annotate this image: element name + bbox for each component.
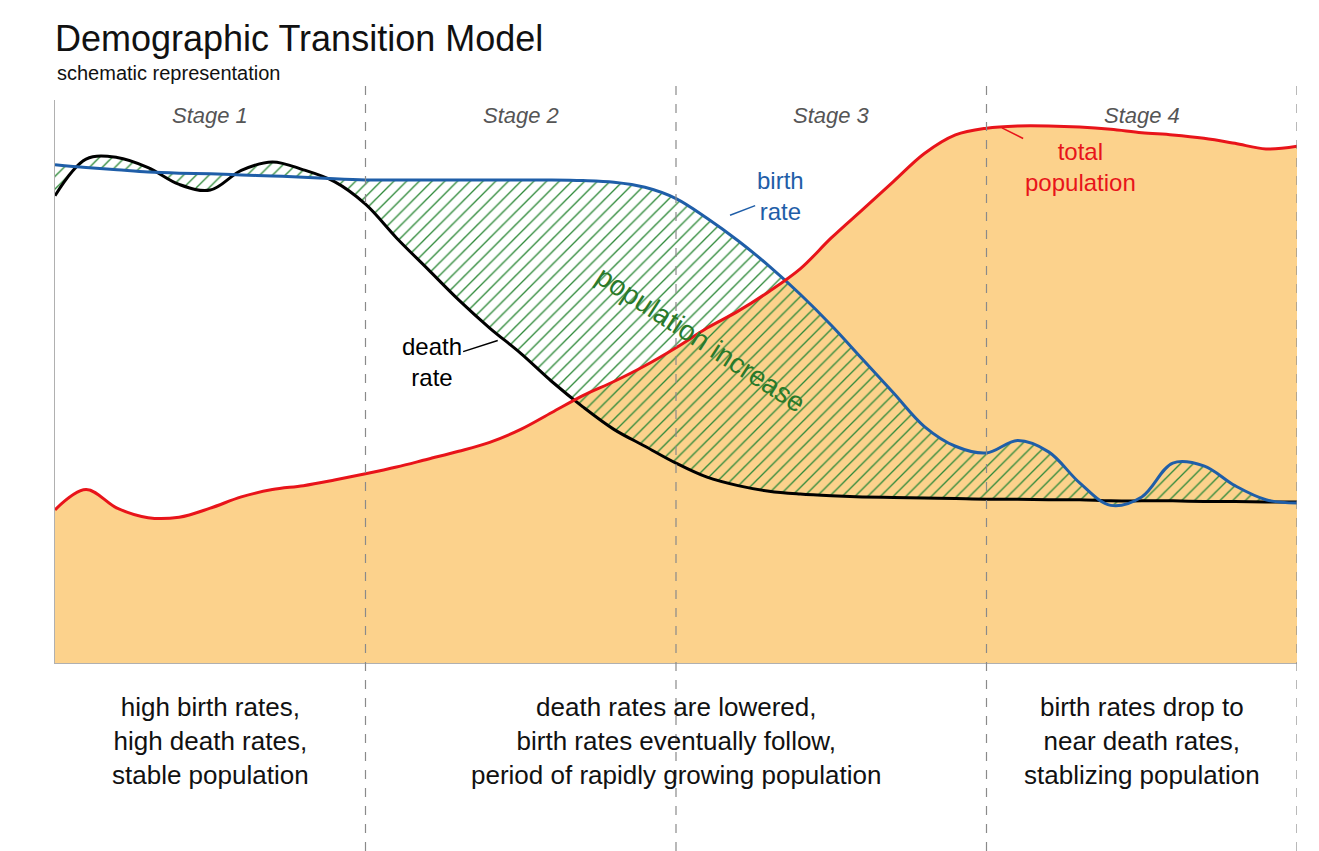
svg-text:birth rates drop tonear death: birth rates drop tonear death rates,stab…	[1024, 692, 1260, 790]
svg-text:death rates are lowered,birth: death rates are lowered,birth rates even…	[471, 692, 882, 790]
svg-text:totalpopulation: totalpopulation	[1025, 138, 1136, 196]
svg-text:deathrate: deathrate	[402, 333, 462, 391]
svg-text:population increase: population increase	[590, 260, 811, 418]
svg-text:Demographic Transition Model: Demographic Transition Model	[55, 18, 543, 59]
svg-text:schematic representation: schematic representation	[57, 62, 280, 84]
svg-text:high birth rates,high death ra: high birth rates,high death rates,stable…	[112, 692, 309, 790]
svg-text:Stage 4: Stage 4	[1104, 103, 1180, 128]
svg-text:Stage 3: Stage 3	[793, 103, 870, 128]
svg-text:Stage 2: Stage 2	[483, 103, 559, 128]
svg-text:Stage 1: Stage 1	[172, 103, 248, 128]
svg-text:birthrate: birthrate	[757, 167, 804, 225]
